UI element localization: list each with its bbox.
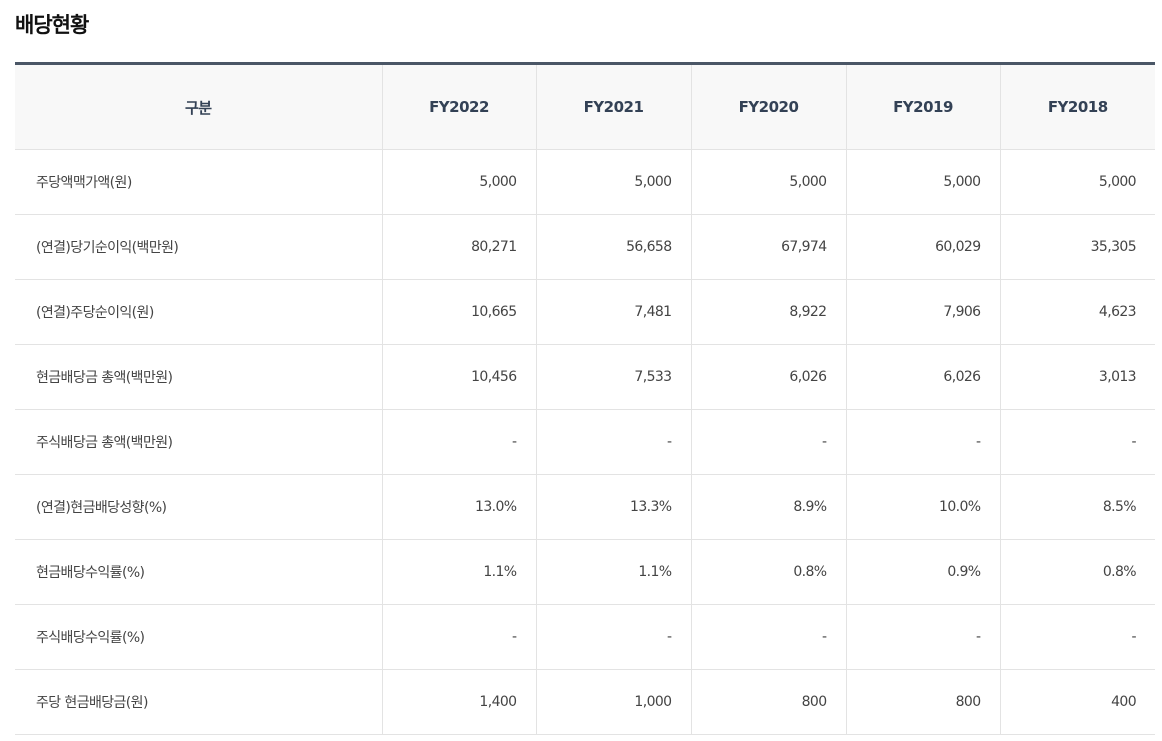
page-title: 배당현황 — [15, 13, 89, 37]
header-fy2019: FY2019 — [845, 63, 1000, 150]
cell-value: 35,305 — [999, 214, 1155, 280]
table-row: 현금배당수익률(%) 1.1% 1.1% 0.8% 0.9% 0.8% — [15, 539, 1155, 605]
header-fy2021: FY2021 — [535, 63, 691, 150]
cell-value: - — [381, 604, 536, 670]
cell-value: 1.1% — [535, 539, 691, 605]
cell-value: - — [845, 604, 1000, 670]
cell-value: 80,271 — [381, 214, 536, 280]
cell-value: 5,000 — [999, 149, 1155, 215]
cell-value: 800 — [690, 669, 846, 735]
cell-value: 10,456 — [381, 344, 536, 410]
row-label: 주식배당수익률(%) — [15, 604, 382, 670]
cell-value: 13.3% — [535, 474, 691, 540]
row-label: 주당 현금배당금(원) — [15, 669, 382, 735]
cell-value: 8.5% — [999, 474, 1155, 540]
row-label: (연결)현금배당성향(%) — [15, 474, 382, 540]
cell-value: 1.1% — [381, 539, 536, 605]
row-label: (연결)주당순이익(원) — [15, 279, 382, 345]
row-label: 현금배당수익률(%) — [15, 539, 382, 605]
cell-value: 6,026 — [690, 344, 846, 410]
cell-value: 5,000 — [535, 149, 691, 215]
cell-value: 13.0% — [381, 474, 536, 540]
cell-value: 7,906 — [845, 279, 1000, 345]
table-row: 주당액맥가액(원) 5,000 5,000 5,000 5,000 5,000 — [15, 149, 1155, 215]
row-label: (연결)당기순이익(백만원) — [15, 214, 382, 280]
cell-value: 7,481 — [535, 279, 691, 345]
row-label: 주식배당금 총액(백만원) — [15, 409, 382, 475]
cell-value: 8.9% — [690, 474, 846, 540]
cell-value: - — [381, 409, 536, 475]
header-fy2022: FY2022 — [381, 63, 536, 150]
cell-value: 0.8% — [690, 539, 846, 605]
cell-value: 7,533 — [535, 344, 691, 410]
cell-value: 10.0% — [845, 474, 1000, 540]
cell-value: 4,623 — [999, 279, 1155, 345]
header-fy2018: FY2018 — [999, 63, 1155, 150]
table-row: (연결)현금배당성향(%) 13.0% 13.3% 8.9% 10.0% 8.5… — [15, 474, 1155, 540]
table-header-row: 구분 FY2022 FY2021 FY2020 FY2019 FY2018 — [15, 63, 1155, 150]
dividend-table: 구분 FY2022 FY2021 FY2020 FY2019 FY2018 주당… — [15, 62, 1155, 735]
cell-value: 400 — [999, 669, 1155, 735]
cell-value: - — [845, 409, 1000, 475]
table-row: (연결)주당순이익(원) 10,665 7,481 8,922 7,906 4,… — [15, 279, 1155, 345]
cell-value: 5,000 — [690, 149, 846, 215]
header-fy2020: FY2020 — [690, 63, 846, 150]
cell-value: 1,400 — [381, 669, 536, 735]
cell-value: 5,000 — [381, 149, 536, 215]
row-label: 주당액맥가액(원) — [15, 149, 382, 215]
table-row: 주식배당금 총액(백만원) - - - - - — [15, 409, 1155, 475]
cell-value: 10,665 — [381, 279, 536, 345]
row-label: 현금배당금 총액(백만원) — [15, 344, 382, 410]
table-row: 주식배당수익률(%) - - - - - — [15, 604, 1155, 670]
cell-value: 0.9% — [845, 539, 1000, 605]
cell-value: 1,000 — [535, 669, 691, 735]
cell-value: - — [535, 409, 691, 475]
table-row: (연결)당기순이익(백만원) 80,271 56,658 67,974 60,0… — [15, 214, 1155, 280]
table-row: 현금배당금 총액(백만원) 10,456 7,533 6,026 6,026 3… — [15, 344, 1155, 410]
cell-value: - — [999, 604, 1155, 670]
cell-value: - — [690, 604, 846, 670]
cell-value: 67,974 — [690, 214, 846, 280]
cell-value: 3,013 — [999, 344, 1155, 410]
table-row: 주당 현금배당금(원) 1,400 1,000 800 800 400 — [15, 669, 1155, 735]
header-category: 구분 — [15, 63, 382, 150]
cell-value: 56,658 — [535, 214, 691, 280]
cell-value: 8,922 — [690, 279, 846, 345]
cell-value: 6,026 — [845, 344, 1000, 410]
cell-value: 5,000 — [845, 149, 1000, 215]
cell-value: - — [999, 409, 1155, 475]
cell-value: - — [535, 604, 691, 670]
cell-value: 0.8% — [999, 539, 1155, 605]
cell-value: 60,029 — [845, 214, 1000, 280]
cell-value: 800 — [845, 669, 1000, 735]
cell-value: - — [690, 409, 846, 475]
